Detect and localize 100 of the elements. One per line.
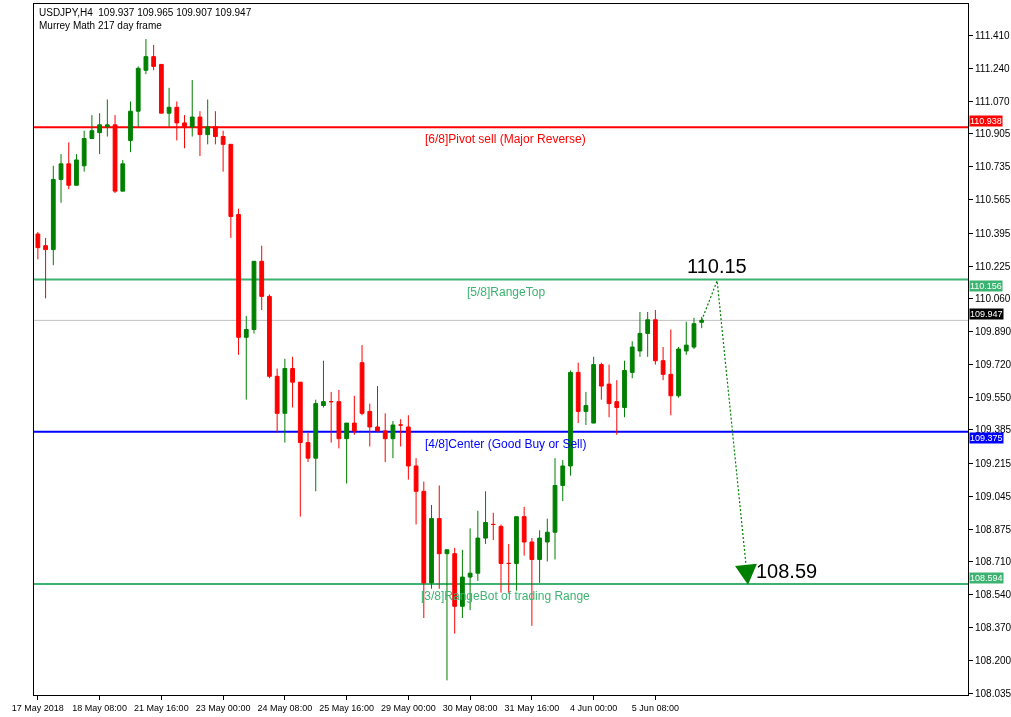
x-tick-label: 23 May 00:00 (195, 702, 251, 713)
candlestick (652, 309, 658, 366)
candlestick (50, 165, 56, 266)
x-tick-label: 31 May 16:00 (504, 702, 560, 713)
candlestick (367, 403, 373, 447)
candlestick (97, 112, 102, 155)
y-tick-label: 111.240 (975, 62, 1011, 74)
candlestick (622, 360, 627, 418)
candlestick (490, 512, 496, 541)
text: 108.594 (970, 573, 1003, 583)
candlestick (135, 65, 141, 128)
candlestick (74, 153, 79, 186)
candlestick (382, 412, 388, 463)
candlestick (413, 457, 419, 525)
y-tick-label: 110.395 (975, 227, 1011, 239)
candlestick (267, 293, 272, 379)
x-tick-label: 4 Jun 00:00 (570, 702, 618, 713)
candlestick (475, 510, 481, 582)
candlestick (189, 79, 195, 138)
y-tick-label: 111.410 (975, 29, 1011, 41)
candlestick (668, 329, 674, 416)
candlestick (344, 422, 350, 485)
candlestick (81, 130, 87, 173)
text: 109.947 (970, 309, 1003, 319)
candlestick (274, 368, 280, 434)
candlestick (390, 420, 396, 459)
candlestick (660, 346, 666, 381)
candlestick (691, 317, 697, 350)
candlestick (297, 381, 303, 518)
candlestick (236, 208, 241, 356)
candlestick (166, 87, 172, 128)
candlestick (251, 260, 257, 334)
candlestick (336, 389, 342, 449)
candlestick (228, 143, 234, 239)
y-tick-label: 109.890 (975, 325, 1011, 337)
x-tick-label: 21 May 16:00 (134, 702, 189, 713)
candlestick (104, 99, 110, 138)
candlestick (436, 484, 442, 590)
candlestick (606, 364, 612, 418)
candlestick (521, 506, 527, 557)
y-tick-label: 109.045 (975, 490, 1011, 502)
ref-line-label: [5/8]RangeTop (467, 285, 546, 299)
annotation: 110.15 (687, 255, 747, 277)
candlestick (591, 356, 597, 424)
y-tick-label: 108.035 (975, 687, 1011, 699)
candlestick (158, 63, 164, 114)
candlestick (645, 311, 651, 358)
candlestick (321, 360, 326, 408)
text: 109.375 (970, 433, 1003, 443)
candlestick (598, 362, 604, 401)
x-tick-label: 17 May 2018 (11, 702, 64, 713)
text: 110.156 (970, 281, 1002, 291)
text: 110.938 (970, 116, 1002, 126)
candlestick (128, 100, 133, 153)
y-tick-label: 110.565 (975, 194, 1011, 206)
candlestick (398, 418, 404, 447)
candlestick (220, 130, 226, 173)
chart-title: USDJPY,H4 109.937 109.965 109.907 109.947 (39, 7, 252, 18)
x-tick-label: 30 May 08:00 (442, 702, 498, 713)
y-tick-label: 109.550 (975, 392, 1011, 404)
candlestick (58, 153, 64, 204)
y-tick-label: 108.200 (975, 655, 1011, 667)
candlestick (676, 346, 681, 399)
candlestick (328, 391, 334, 444)
candlestick (66, 141, 72, 190)
candlestick (89, 114, 95, 139)
candlestick (537, 529, 542, 584)
y-tick-label: 109.215 (975, 457, 1011, 469)
x-tick-label: 25 May 16:00 (319, 702, 374, 713)
candlestick (405, 414, 411, 481)
candlestick (151, 44, 157, 71)
y-tick-label: 108.875 (975, 523, 1011, 535)
candlestick (552, 457, 558, 561)
candlestick (683, 321, 689, 356)
candlestick (483, 490, 488, 545)
candlestick (514, 516, 519, 592)
candlestick (313, 399, 319, 492)
x-tick-label: 29 May 00:00 (381, 702, 436, 713)
candlestick (43, 237, 48, 299)
y-tick-label: 108.710 (975, 555, 1011, 567)
candlestick (35, 231, 41, 260)
candlestick (614, 379, 620, 436)
candlestick (429, 504, 434, 590)
candlestick (205, 99, 211, 145)
y-tick-label: 108.540 (975, 589, 1011, 601)
candlestick (560, 459, 566, 502)
y-tick-label: 109.720 (975, 359, 1011, 371)
ref-line-label: [6/8]Pivot sell (Major Reverse) (425, 132, 586, 146)
candlestick (282, 358, 288, 444)
candlestick (359, 344, 365, 416)
candlestick (290, 356, 295, 408)
candlestick (583, 391, 589, 426)
candlestick (120, 159, 126, 192)
candlestick (305, 432, 311, 463)
candlestick (637, 311, 643, 358)
candlestick (259, 245, 265, 311)
y-tick-label: 111.070 (975, 95, 1011, 107)
candlestick (699, 316, 705, 329)
candlestick (243, 315, 249, 401)
y-tick-label: 110.225 (975, 260, 1011, 272)
